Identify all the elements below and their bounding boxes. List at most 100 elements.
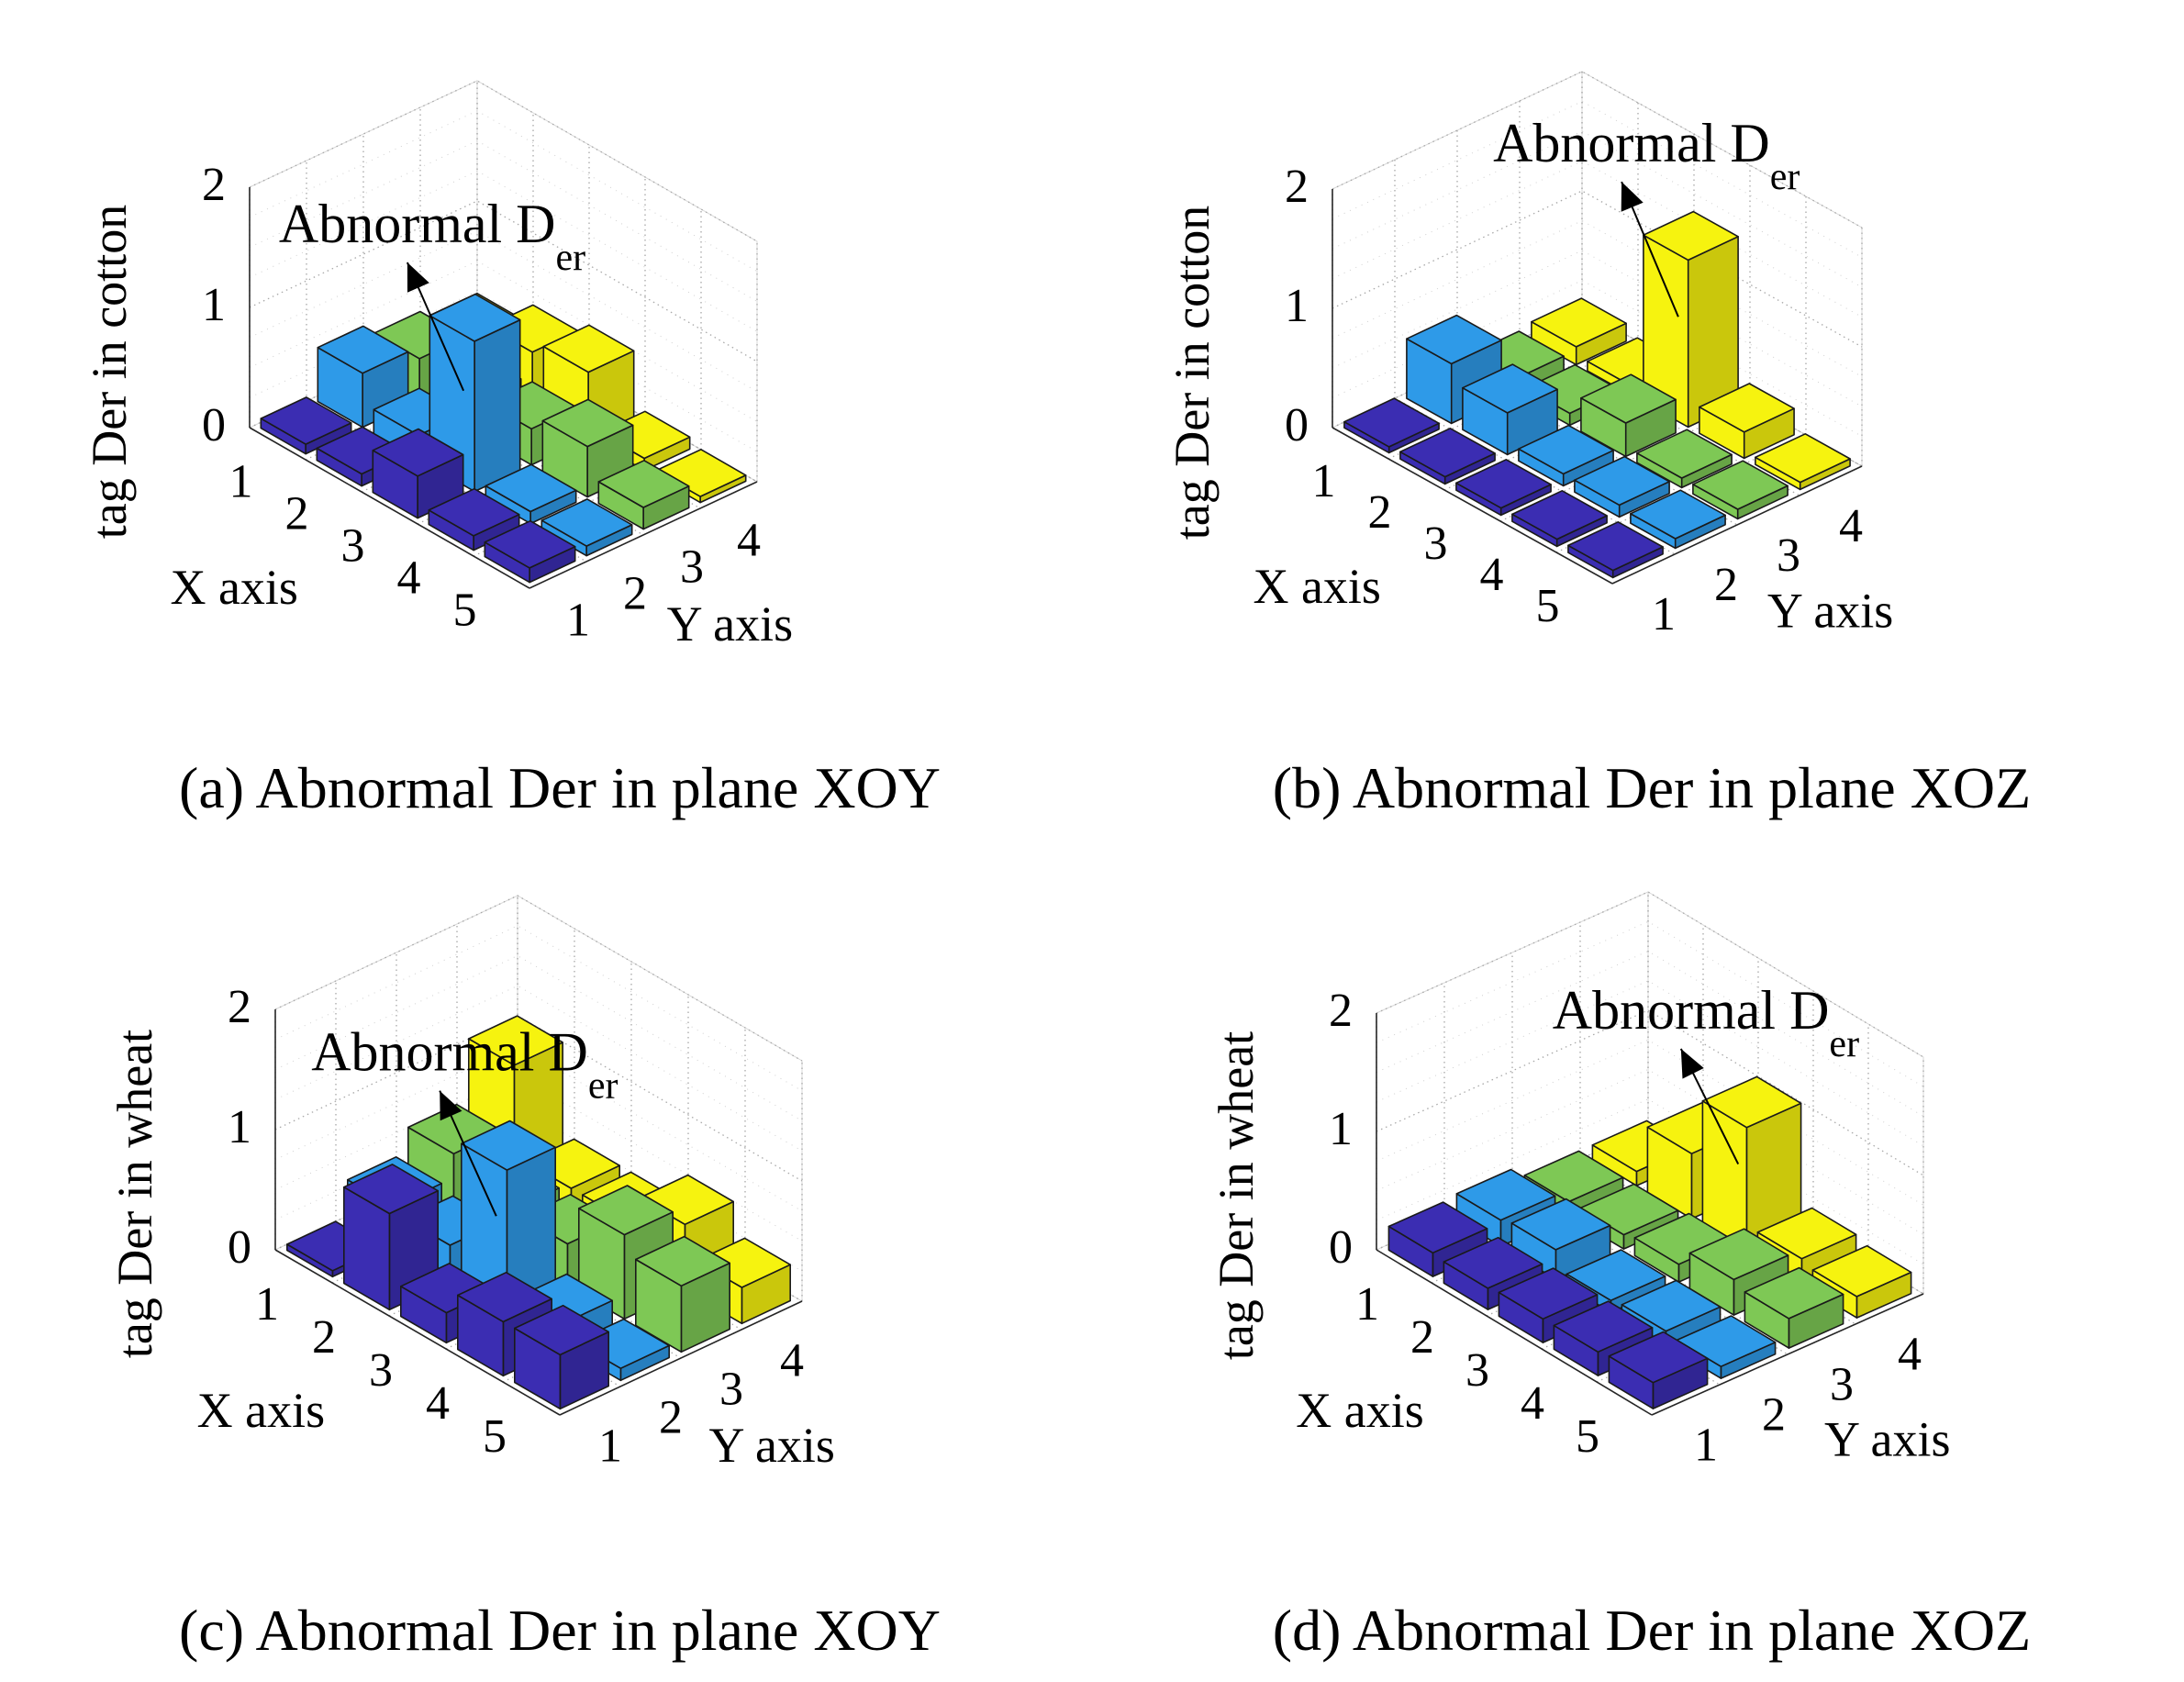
y-tick-label: 3: [719, 1364, 743, 1416]
bar-x3-y1: [1455, 458, 1552, 517]
x-tick-label: 5: [1576, 1410, 1599, 1463]
annotation-subscript: er: [1770, 156, 1800, 198]
bar-top-face: [1755, 432, 1851, 484]
bar-top-face: [1553, 1300, 1654, 1353]
bar-top-face: [342, 1164, 440, 1215]
bar-x5-y1: [513, 1304, 610, 1410]
z-tick-label: 0: [202, 399, 226, 451]
grid-walls: [249, 80, 758, 589]
bar-top-face: [1406, 314, 1502, 365]
annotation-main: Abnormal D: [279, 194, 556, 254]
x-tick-label: 4: [426, 1377, 450, 1430]
bar-x4-y1: [1511, 489, 1608, 548]
bar-top-face: [429, 293, 521, 342]
bar-x4-y1: [428, 487, 520, 551]
z-axis-title: tag Der in cotton: [1164, 206, 1220, 540]
y-tick-label: 1: [566, 595, 590, 647]
x-tick-label: 4: [1480, 549, 1504, 601]
x-tick-label: 4: [397, 552, 421, 605]
z-minor-gridline: [249, 170, 758, 332]
annotation-subscript: er: [556, 237, 586, 279]
bar-x3-y1: [372, 428, 464, 519]
annotation-arrow-head: [407, 262, 429, 293]
bar-top-face: [1387, 1201, 1488, 1254]
bar-x5-y3: [1744, 1266, 1844, 1349]
x-tick-label: 2: [1368, 486, 1392, 539]
z-minor-gridline: [249, 230, 758, 393]
y-axis-line: [529, 481, 758, 589]
bar-top-face: [634, 1235, 731, 1287]
bar-top-face: [467, 1015, 564, 1066]
annotation: Abnormal Der: [279, 194, 586, 392]
bar-x2-y2: [1510, 1197, 1611, 1280]
x-tick-label: 1: [229, 456, 253, 508]
grid-walls: [1376, 891, 1924, 1416]
annotation-subscript: er: [1829, 1023, 1859, 1065]
annotation-arrow-head: [440, 1090, 462, 1121]
y-axis-title: Y axis: [667, 596, 793, 652]
bar-top-face: [1621, 1279, 1722, 1332]
x-tick-label: 4: [1521, 1377, 1544, 1430]
bar-top-face: [460, 1119, 557, 1171]
bar-top-face: [1699, 383, 1795, 433]
z-tick-label: 0: [228, 1221, 251, 1274]
bar-top-face: [1580, 373, 1677, 424]
annotation-text: Abnormal Der: [311, 1022, 618, 1108]
bar-top-face: [540, 498, 633, 547]
bar-top-face: [372, 428, 464, 477]
bar-top-face: [456, 1271, 553, 1323]
z-tick-label: 1: [1329, 1103, 1353, 1155]
z-gridline: [274, 895, 803, 1062]
bar-top-face: [1399, 427, 1496, 478]
bar-x5-y1: [1567, 520, 1664, 579]
bar-top-face: [1692, 460, 1788, 510]
z-tick-label: 2: [202, 159, 226, 211]
y-axis-title: Y axis: [708, 1418, 834, 1473]
x-axis-title: X axis: [197, 1383, 325, 1438]
x-tick-label: 2: [1410, 1311, 1434, 1364]
y-axis-title: Y axis: [1767, 584, 1893, 639]
bar-top-face: [1510, 1197, 1611, 1251]
annotation-main: Abnormal D: [1553, 980, 1830, 1041]
bar-top-face: [1811, 1244, 1912, 1298]
bar-top-face: [1443, 1236, 1543, 1289]
y-tick-label: 2: [659, 1392, 683, 1444]
bar-x5-y4: [1755, 432, 1851, 491]
bar-top-face: [1511, 489, 1608, 540]
panel-caption: (c) Abnormal Der in plane XOY: [179, 1598, 941, 1663]
y-tick-label: 1: [1694, 1420, 1718, 1472]
bar-x2-y2: [1462, 363, 1558, 456]
bar-x5-y3: [597, 459, 690, 530]
bar-x4-y2: [1574, 455, 1670, 518]
y-axis-line: [1651, 1293, 1924, 1416]
bar-top-face: [577, 1185, 674, 1236]
bar-x5-y3: [1692, 460, 1788, 520]
z-tick-label: 0: [1329, 1221, 1353, 1274]
y-tick-label: 4: [1898, 1329, 1922, 1381]
x-tick-label: 1: [1355, 1278, 1379, 1331]
z-gridline: [1332, 71, 1863, 228]
bar-top-face: [1744, 1266, 1844, 1320]
x-tick-label: 5: [453, 585, 477, 637]
z-tick-label: 1: [228, 1101, 251, 1153]
x-axis-line: [1376, 1249, 1653, 1416]
z-axis-title: tag Der in wheat: [107, 1030, 162, 1358]
bar-top-face: [513, 1304, 610, 1356]
bar-x4-y3: [1636, 429, 1733, 489]
bars: [1343, 210, 1851, 579]
panel-caption: (a) Abnormal Der in plane XOY: [179, 755, 941, 820]
z-minor-gridline: [249, 110, 758, 273]
bar-top-face: [1455, 458, 1552, 509]
bar-top-face: [317, 325, 409, 374]
z-gridline: [1332, 190, 1863, 348]
x-tick-label: 3: [341, 520, 365, 573]
x-axis-line: [249, 427, 530, 589]
y-tick-label: 3: [680, 541, 704, 594]
bar-x5-y2: [1630, 489, 1726, 550]
x-tick-label: 1: [255, 1278, 279, 1331]
annotation-main: Abnormal D: [1493, 113, 1770, 173]
bar-top-face: [1688, 1228, 1789, 1281]
